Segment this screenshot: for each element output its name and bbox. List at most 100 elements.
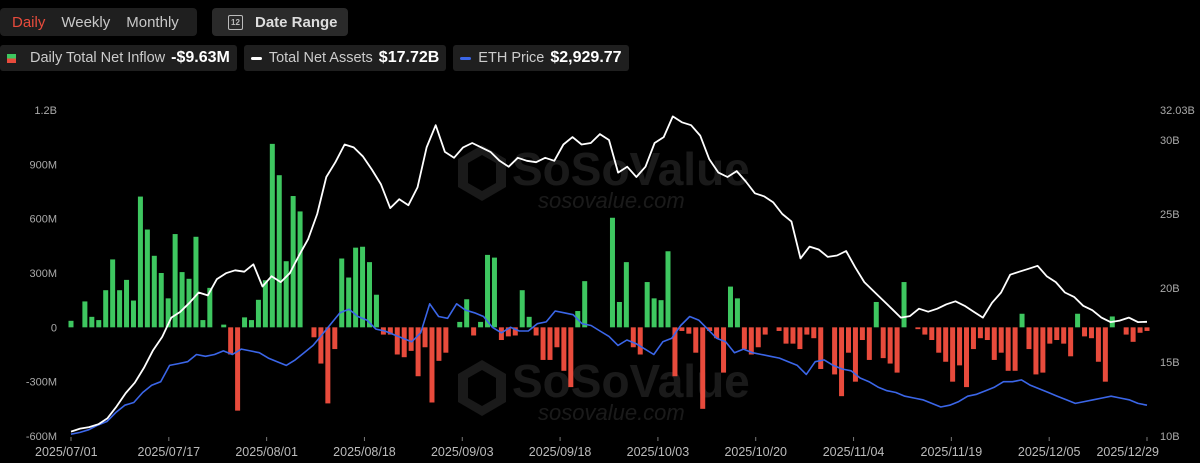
inflow-bar[interactable] [311, 327, 317, 338]
inflow-bar[interactable] [637, 327, 643, 355]
inflow-bar[interactable] [762, 327, 768, 335]
inflow-bar[interactable] [832, 327, 838, 375]
inflow-bar[interactable] [332, 327, 338, 350]
inflow-bar[interactable] [1033, 327, 1039, 375]
inflow-bar[interactable] [950, 327, 956, 382]
inflow-bar[interactable] [1075, 313, 1081, 328]
inflow-bar[interactable] [943, 327, 949, 362]
inflow-bar[interactable] [422, 327, 428, 348]
inflow-bar[interactable] [255, 299, 261, 328]
inflow-bar[interactable] [616, 301, 622, 328]
inflow-bar[interactable] [207, 287, 213, 328]
tab-daily[interactable]: Daily [12, 13, 46, 31]
inflow-bar[interactable] [873, 301, 879, 328]
inflow-bar[interactable] [443, 327, 449, 353]
inflow-bar[interactable] [540, 327, 546, 360]
inflow-bar[interactable] [179, 272, 185, 328]
inflow-bar[interactable] [734, 298, 740, 328]
inflow-bar[interactable] [429, 327, 435, 403]
inflow-bar[interactable] [262, 280, 268, 328]
inflow-bar[interactable] [984, 327, 990, 341]
inflow-bar[interactable] [1137, 327, 1143, 333]
inflow-bar[interactable] [644, 282, 650, 328]
tab-monthly[interactable]: Monthly [126, 13, 179, 31]
inflow-bar[interactable] [464, 299, 470, 328]
inflow-bar[interactable] [665, 251, 671, 328]
inflow-bar[interactable] [880, 327, 886, 359]
inflow-bar[interactable] [1047, 327, 1053, 344]
inflow-bar[interactable] [977, 327, 983, 339]
eth-price-line[interactable] [70, 302, 1148, 435]
inflow-bar[interactable] [367, 262, 373, 328]
inflow-bar[interactable] [360, 246, 366, 328]
legend-assets[interactable]: Total Net Assets $17.72B [243, 45, 447, 71]
total-net-assets-line[interactable] [70, 115, 1148, 433]
inflow-bar[interactable] [991, 327, 997, 360]
inflow-bar[interactable] [707, 327, 713, 331]
inflow-bar[interactable] [373, 294, 379, 328]
inflow-bar[interactable] [130, 300, 136, 328]
inflow-bar[interactable] [457, 321, 463, 328]
inflow-bar[interactable] [623, 262, 629, 328]
inflow-bar[interactable] [339, 258, 345, 328]
inflow-bar[interactable] [714, 327, 720, 339]
inflow-bar[interactable] [1082, 327, 1088, 337]
inflow-bar[interactable] [1102, 327, 1108, 382]
inflow-bar[interactable] [165, 298, 171, 328]
inflow-bar[interactable] [325, 327, 331, 404]
inflow-bar[interactable] [491, 257, 497, 328]
inflow-bar[interactable] [498, 327, 504, 341]
inflow-bar[interactable] [394, 327, 400, 355]
inflow-bar[interactable] [568, 327, 574, 388]
inflow-bar[interactable] [242, 317, 248, 328]
legend-inflow[interactable]: Daily Total Net Inflow -$9.63M [0, 45, 237, 71]
inflow-bar[interactable] [1088, 327, 1094, 339]
inflow-bar[interactable] [415, 327, 421, 377]
inflow-bar[interactable] [755, 327, 761, 348]
inflow-bar[interactable] [221, 324, 227, 328]
inflow-bar[interactable] [1040, 327, 1046, 373]
inflow-bar[interactable] [235, 327, 241, 411]
inflow-bar[interactable] [609, 217, 615, 328]
inflow-bar[interactable] [866, 327, 872, 360]
inflow-bar[interactable] [124, 279, 130, 328]
tab-weekly[interactable]: Weekly [61, 13, 111, 31]
inflow-bar[interactable] [970, 327, 976, 350]
inflow-bar[interactable] [519, 290, 525, 328]
inflow-bar[interactable] [478, 321, 484, 328]
inflow-bar[interactable] [68, 320, 74, 328]
inflow-bar[interactable] [547, 327, 553, 360]
inflow-bar[interactable] [839, 327, 845, 397]
inflow-bar[interactable] [89, 316, 95, 328]
date-range-button[interactable]: 12 Date Range [212, 8, 348, 36]
inflow-bar[interactable] [526, 316, 532, 328]
inflow-bar[interactable] [505, 327, 511, 337]
inflow-bar[interactable] [1019, 313, 1025, 328]
inflow-bar[interactable] [103, 290, 109, 328]
inflow-bar[interactable] [957, 327, 963, 366]
inflow-bar[interactable] [964, 327, 970, 388]
inflow-bar[interactable] [741, 327, 747, 350]
inflow-bar[interactable] [172, 234, 178, 328]
inflow-bar[interactable] [512, 327, 518, 336]
inflow-bar[interactable] [117, 290, 123, 328]
inflow-bar[interactable] [318, 327, 324, 364]
inflow-bar[interactable] [408, 327, 414, 351]
inflow-bar[interactable] [1123, 327, 1129, 335]
inflow-bar[interactable] [818, 327, 824, 369]
inflow-bar[interactable] [200, 320, 206, 328]
inflow-bar[interactable] [804, 327, 810, 335]
inflow-bar[interactable] [700, 327, 706, 409]
inflow-bar[interactable] [533, 327, 539, 336]
inflow-bar[interactable] [276, 175, 282, 328]
inflow-bar[interactable] [561, 327, 567, 371]
inflow-bar[interactable] [672, 327, 678, 377]
inflow-bar[interactable] [353, 247, 359, 328]
inflow-bar[interactable] [1068, 327, 1074, 357]
inflow-bar[interactable] [783, 327, 789, 344]
inflow-bar[interactable] [228, 327, 234, 355]
inflow-bar[interactable] [1144, 327, 1150, 331]
inflow-bar[interactable] [922, 327, 928, 335]
inflow-bar[interactable] [269, 143, 275, 328]
inflow-bar[interactable] [248, 320, 254, 328]
